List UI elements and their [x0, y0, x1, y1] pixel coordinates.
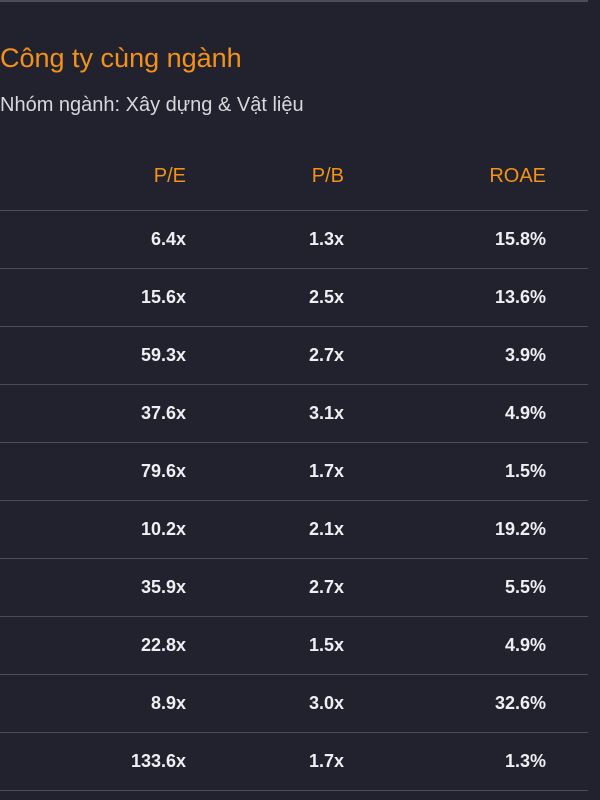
- roae-value: 4.9%: [504, 403, 546, 423]
- pe-value: 59.3x: [140, 345, 186, 365]
- pe-value: 8.9x: [150, 693, 186, 713]
- roae-value: 5.5%: [504, 577, 546, 597]
- table-row[interactable]: 59.3x 2.7x 3.9%: [0, 327, 588, 385]
- pb-value: 1.5x: [308, 635, 344, 655]
- pb-value: 2.1x: [308, 519, 344, 539]
- table-row[interactable]: 15.6x 2.5x 13.6%: [0, 269, 588, 327]
- section-title: Công ty cùng ngành: [0, 43, 242, 73]
- pb-value: 1.7x: [308, 751, 344, 771]
- pb-value: 3.1x: [308, 403, 344, 423]
- roae-value: 1.3%: [504, 751, 546, 771]
- header-pb[interactable]: P/B: [311, 165, 344, 187]
- pe-value: 10.2x: [140, 519, 186, 539]
- table-row[interactable]: 79.6x 1.7x 1.5%: [0, 443, 588, 501]
- roae-value: 19.2%: [494, 519, 546, 539]
- roae-value: 3.9%: [504, 345, 546, 365]
- roae-value: 13.6%: [494, 287, 546, 307]
- pb-value: 1.3x: [308, 229, 344, 249]
- pe-value: 79.6x: [140, 461, 186, 481]
- roae-value: 32.6%: [494, 693, 546, 713]
- roae-value: 4.9%: [504, 635, 546, 655]
- header-pe[interactable]: P/E: [153, 165, 186, 187]
- pe-value: 133.6x: [130, 751, 186, 771]
- pb-value: 2.7x: [308, 577, 344, 597]
- table-row[interactable]: 22.8x 1.5x 4.9%: [0, 617, 588, 675]
- table-row[interactable]: 6.4x 1.3x 15.8%: [0, 211, 588, 269]
- pb-value: 2.5x: [308, 287, 344, 307]
- pb-value: 1.7x: [308, 461, 344, 481]
- top-divider: [0, 0, 588, 2]
- table-row[interactable]: 35.9x 2.7x 5.5%: [0, 559, 588, 617]
- table-row[interactable]: 37.6x 3.1x 4.9%: [0, 385, 588, 443]
- roae-value: 1.5%: [504, 461, 546, 481]
- pe-value: 35.9x: [140, 577, 186, 597]
- roae-value: 15.8%: [494, 229, 546, 249]
- pe-value: 6.4x: [150, 229, 186, 249]
- table-row[interactable]: 133.6x 1.7x 1.3%: [0, 733, 588, 791]
- pb-value: 3.0x: [308, 693, 344, 713]
- pe-value: 15.6x: [140, 287, 186, 307]
- pe-value: 22.8x: [140, 635, 186, 655]
- header-roae[interactable]: ROAE: [489, 165, 546, 187]
- table-row[interactable]: 8.9x 3.0x 32.6%: [0, 675, 588, 733]
- pb-value: 2.7x: [308, 345, 344, 365]
- peer-metrics-table: P/E P/B ROAE 6.4x 1.3x 15.8% 15.6x 2.5x …: [0, 152, 588, 791]
- industry-label: Nhóm ngành: Xây dựng & Vật liệu: [0, 94, 304, 116]
- table-row[interactable]: 10.2x 2.1x 19.2%: [0, 501, 588, 559]
- pe-value: 37.6x: [140, 403, 186, 423]
- table-header-row: P/E P/B ROAE: [0, 152, 588, 211]
